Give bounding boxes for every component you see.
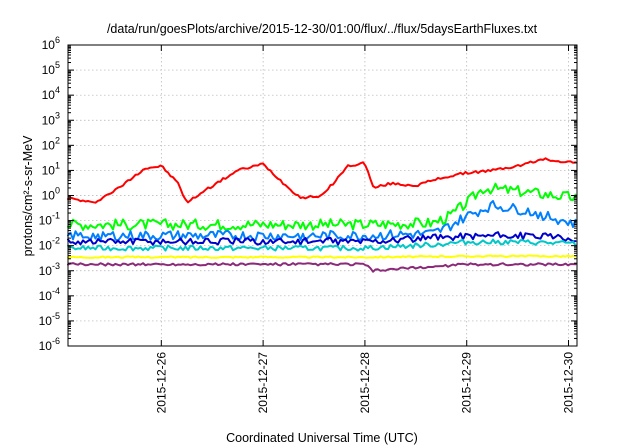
data-series-line	[67, 157, 577, 204]
data-series-line	[67, 200, 577, 242]
y-tick-label: 10-4	[39, 286, 60, 303]
chart-title: /data/run/goesPlots/archive/2015-12-30/0…	[107, 22, 538, 36]
x-axis-label: Coordinated Universal Time (UTC)	[226, 431, 418, 445]
data-series	[67, 157, 577, 273]
axis-ticks	[68, 44, 577, 347]
y-tick-label: 10-1	[39, 211, 60, 228]
x-tick-label: 2015-12-30	[562, 352, 576, 414]
y-tick-label: 10-6	[39, 336, 60, 353]
data-series-line	[67, 238, 577, 252]
y-tick-label: 105	[42, 60, 60, 77]
y-tick-label: 100	[42, 186, 60, 203]
y-tick-label: 10-5	[39, 311, 60, 328]
y-tick-label: 103	[42, 110, 60, 127]
y-tick-label: 101	[42, 160, 60, 177]
y-axis-label: protons/cm²-s-sr-MeV	[21, 135, 35, 257]
x-tick-label: 2015-12-26	[154, 352, 168, 414]
x-tick-label: 2015-12-27	[256, 352, 270, 414]
y-tick-label: 10-2	[39, 236, 60, 253]
y-tick-label: 102	[42, 135, 60, 152]
y-tick-labels: 10-6 10-5 10-4 10-3 10-2 10-1 100 101 102 103 104 1…	[39, 35, 60, 353]
y-tick-label: 10-3	[39, 261, 60, 278]
x-tick-label: 2015-12-29	[460, 352, 474, 414]
y-tick-label: 106	[42, 35, 60, 52]
grid	[68, 45, 577, 346]
x-tick-label: 2015-12-28	[358, 352, 372, 414]
data-series-line	[67, 262, 577, 273]
y-tick-label: 104	[42, 85, 60, 102]
data-series-line	[67, 182, 577, 231]
data-series-line	[67, 231, 577, 246]
x-tick-labels: 2015-12-26 2015-12-27 2015-12-28 2015-12-29…	[154, 352, 575, 414]
data-series-line	[67, 254, 577, 259]
